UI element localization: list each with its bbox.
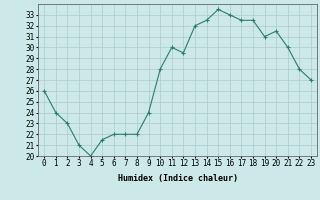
X-axis label: Humidex (Indice chaleur): Humidex (Indice chaleur) [118, 174, 238, 183]
